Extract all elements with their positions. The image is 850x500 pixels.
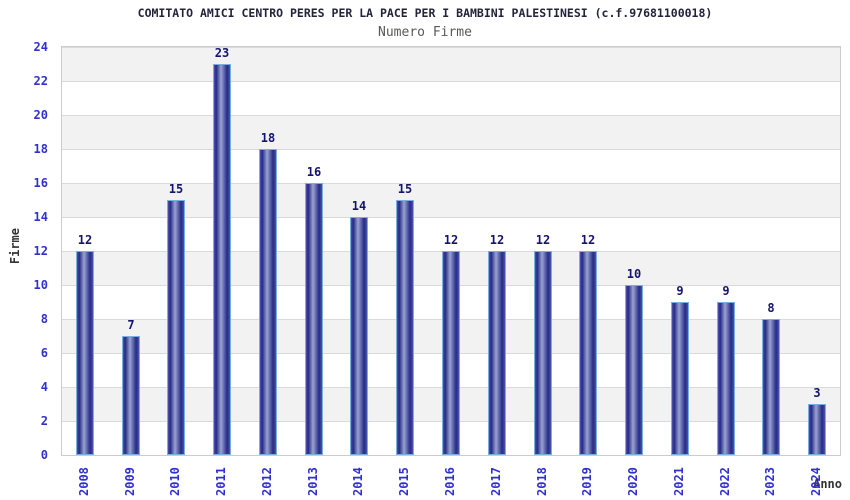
bar-2024: [808, 404, 826, 455]
bar-value-label: 15: [168, 182, 184, 196]
y-tick-label: 24: [33, 40, 48, 54]
chart-subtitle: Numero Firme: [378, 25, 472, 40]
y-tick-label: 16: [33, 176, 48, 190]
bar-value-label: 7: [127, 318, 135, 332]
bar-value-label: 10: [626, 267, 642, 281]
bar-2023: [762, 319, 780, 455]
x-tick-label-2023: 2023: [763, 467, 777, 496]
bar-value-label: 23: [214, 46, 230, 60]
y-tick-label: 14: [33, 210, 48, 224]
x-tick-label-2016: 2016: [443, 467, 457, 496]
y-tick-label: 10: [33, 278, 48, 292]
x-tick-label-2019: 2019: [580, 467, 594, 496]
x-tick-label-2022: 2022: [718, 467, 732, 496]
x-tick-label-2024: 2024: [809, 467, 823, 496]
bar-2022: [717, 302, 735, 455]
bar-value-label: 3: [813, 386, 821, 400]
x-tick-label-2011: 2011: [214, 467, 228, 496]
bar-2008: [76, 251, 94, 455]
bar-value-label: 9: [676, 284, 684, 298]
bar-2018: [534, 251, 552, 455]
bar-value-label: 12: [535, 233, 551, 247]
bar-2015: [396, 200, 414, 455]
x-tick-label-2008: 2008: [77, 467, 91, 496]
chart-title: COMITATO AMICI CENTRO PERES PER LA PACE …: [137, 6, 713, 20]
plot-area: 12 7 15 23 18 16 14 15 12 12 12 12 10 9 9 8 3: [61, 46, 841, 456]
bar-value-label: 18: [260, 131, 276, 145]
bar-value-label: 16: [306, 165, 322, 179]
x-tick-label-2012: 2012: [260, 467, 274, 496]
bar-value-label: 12: [443, 233, 459, 247]
x-tick-label-2015: 2015: [397, 467, 411, 496]
y-tick-label: 2: [40, 414, 48, 428]
x-tick-label-2020: 2020: [626, 467, 640, 496]
bar-2012: [259, 149, 277, 455]
bar-value-label: 9: [722, 284, 730, 298]
x-tick-label-2009: 2009: [123, 467, 137, 496]
y-tick-label: 0: [40, 448, 48, 462]
y-tick-label: 12: [33, 244, 48, 258]
y-tick-label: 20: [33, 108, 48, 122]
bar-2011: [213, 64, 231, 455]
bar-value-label: 15: [397, 182, 413, 196]
y-tick-label: 4: [40, 380, 48, 394]
x-tick-label-2013: 2013: [306, 467, 320, 496]
y-tick-label: 18: [33, 142, 48, 156]
bar-value-label: 12: [580, 233, 596, 247]
bar-value-label: 14: [351, 199, 367, 213]
x-tick-label-2010: 2010: [168, 467, 182, 496]
x-axis-title: Anno: [813, 477, 842, 491]
bar-value-label: 8: [767, 301, 775, 315]
x-tick-label-2018: 2018: [535, 467, 549, 496]
y-tick-label: 8: [40, 312, 48, 326]
bar-2021: [671, 302, 689, 455]
bar-value-label: 12: [489, 233, 505, 247]
bar-2017: [488, 251, 506, 455]
x-tick-label-2017: 2017: [489, 467, 503, 496]
bar-2019: [579, 251, 597, 455]
x-tick-label-2014: 2014: [351, 467, 365, 496]
bar-2020: [625, 285, 643, 455]
bar-2009: [122, 336, 140, 455]
bar-2010: [167, 200, 185, 455]
y-tick-label: 6: [40, 346, 48, 360]
bar-2016: [442, 251, 460, 455]
bar-value-label: 12: [77, 233, 93, 247]
bar-2013: [305, 183, 323, 455]
bar-2014: [350, 217, 368, 455]
y-tick-label: 22: [33, 74, 48, 88]
x-tick-label-2021: 2021: [672, 467, 686, 496]
